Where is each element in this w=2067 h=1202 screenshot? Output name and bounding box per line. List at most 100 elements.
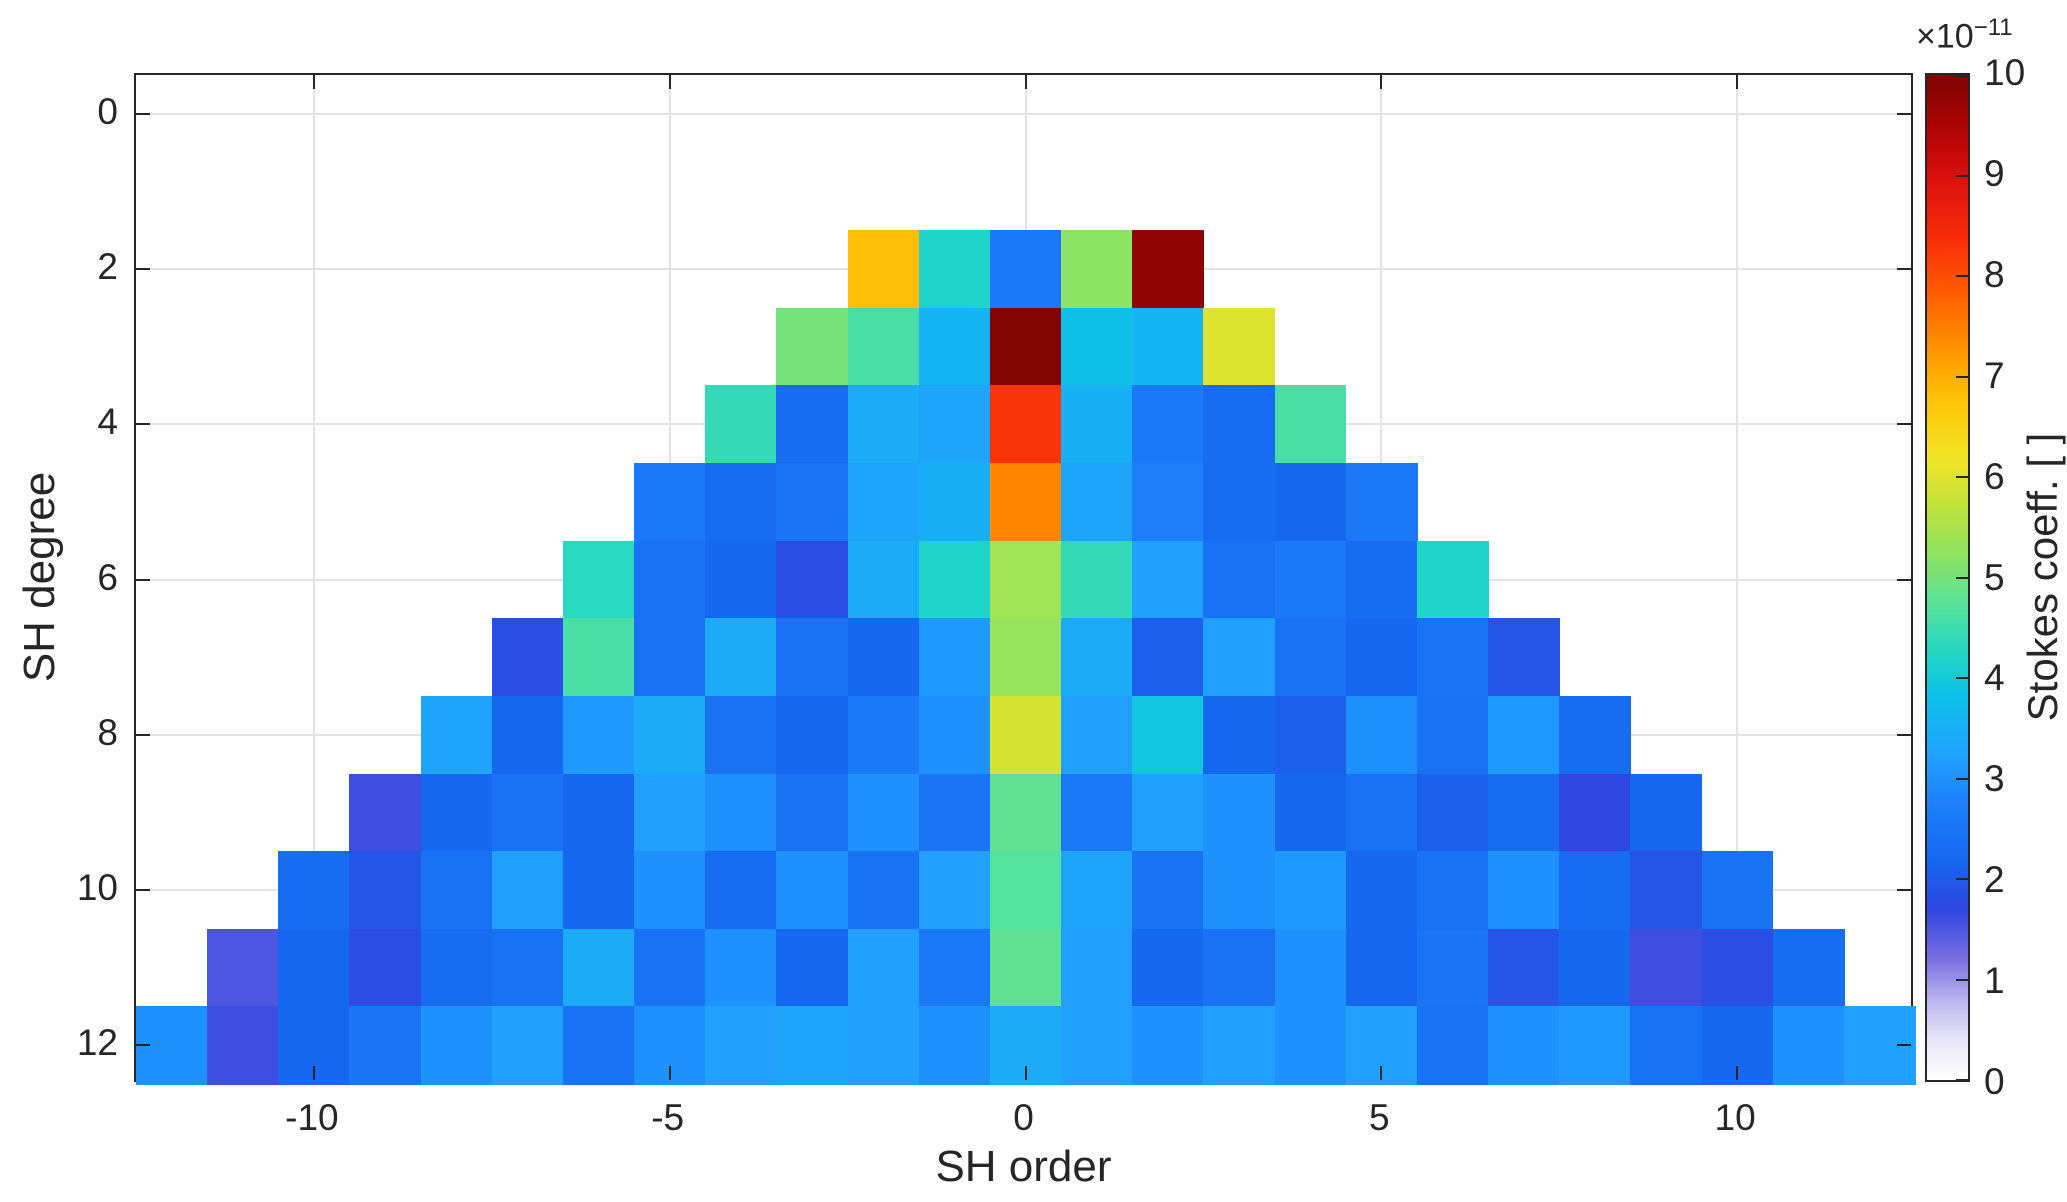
colorbar-tick-label: 0 <box>1984 1061 2005 1102</box>
heatmap-cell <box>989 773 1062 852</box>
heatmap-cell <box>1203 540 1276 619</box>
grid-line-horizontal <box>136 112 1911 115</box>
heatmap-cell <box>207 928 280 1008</box>
heatmap-cell <box>1345 463 1418 542</box>
heatmap-cell <box>1488 618 1560 697</box>
y-axis-label: SH degree <box>15 471 64 683</box>
y-tick-label: 0 <box>97 90 118 132</box>
heatmap-cell <box>1559 928 1632 1008</box>
x-tick-mark <box>1380 1066 1383 1080</box>
heatmap-cell <box>634 773 706 852</box>
y-tick-mark <box>136 578 150 581</box>
heatmap-cell <box>1203 928 1276 1008</box>
heatmap-cell <box>491 1006 564 1085</box>
heatmap-cell <box>278 928 351 1008</box>
heatmap-cell <box>1488 1006 1560 1085</box>
x-tick-mark <box>1024 75 1027 89</box>
heatmap-cell <box>776 618 849 697</box>
y-tick-mark <box>136 888 150 891</box>
x-tick-label: 10 <box>1714 1097 1756 1138</box>
heatmap-cell <box>776 695 849 775</box>
heatmap-cell <box>1061 773 1133 852</box>
y-tick-label: 8 <box>97 711 118 753</box>
heatmap-cell <box>1061 928 1133 1008</box>
heatmap-cell <box>1559 695 1632 775</box>
heatmap-cell <box>491 928 564 1008</box>
heatmap-cell <box>918 230 991 309</box>
heatmap-cell <box>1203 618 1276 697</box>
heatmap-cell <box>1061 1006 1133 1085</box>
x-tick-mark <box>312 75 315 89</box>
heatmap-cell <box>1559 851 1632 930</box>
x-tick-mark <box>668 75 671 89</box>
heatmap-cell <box>776 1006 849 1085</box>
x-tick-label: -10 <box>285 1097 339 1138</box>
heatmap-cell <box>1274 618 1347 697</box>
heatmap-cell <box>420 695 493 775</box>
heatmap-cell <box>491 618 564 697</box>
y-tick-mark <box>1897 733 1911 736</box>
heatmap-cell <box>562 695 635 775</box>
heatmap-cell <box>989 695 1062 775</box>
heatmap-cell <box>1274 540 1347 619</box>
colorbar-exponent-base: ×10 <box>1916 17 1974 56</box>
y-tick-mark <box>1897 1044 1911 1047</box>
colorbar-tick-label: 10 <box>1984 52 2026 93</box>
heatmap-cell <box>1061 385 1133 464</box>
heatmap-cell <box>634 928 706 1008</box>
colorbar-tick-mark <box>1956 275 1968 277</box>
heatmap-cell <box>1132 773 1205 852</box>
colorbar-tick-label: 2 <box>1984 859 2005 901</box>
heatmap-cell <box>278 851 351 930</box>
heatmap-cell <box>776 307 849 387</box>
heatmap-cell <box>847 230 920 309</box>
heatmap-cell <box>918 307 991 387</box>
x-axis-label: SH order <box>935 1142 1112 1191</box>
colorbar <box>1925 73 1970 1082</box>
x-tick-mark <box>1024 1066 1027 1080</box>
heatmap-cell <box>562 928 635 1008</box>
heatmap-cell <box>1132 307 1205 387</box>
heatmap-cell <box>491 773 564 852</box>
heatmap-cell <box>1203 773 1276 852</box>
heatmap-cell <box>1132 851 1205 930</box>
heatmap-cell <box>989 618 1062 697</box>
heatmap-cell <box>1416 618 1489 697</box>
heatmap-cell <box>989 540 1062 619</box>
heatmap-cell <box>634 695 706 775</box>
heatmap-cell <box>705 618 778 697</box>
heatmap-cell <box>562 1006 635 1085</box>
y-tick-mark <box>136 423 150 426</box>
y-tick-label: 2 <box>97 246 118 288</box>
y-tick-mark <box>1897 112 1911 115</box>
heatmap-cell <box>1488 695 1560 775</box>
heatmap-cell <box>1061 463 1133 542</box>
heatmap-cell <box>705 463 778 542</box>
heatmap-cell <box>847 773 920 852</box>
heatmap-cell <box>1274 385 1347 464</box>
heatmap-cell <box>705 385 778 464</box>
heatmap-cell <box>705 773 778 852</box>
heatmap-cell <box>1132 618 1205 697</box>
x-tick-mark <box>1736 75 1739 89</box>
x-tick-mark <box>1736 1066 1739 1080</box>
heatmap-cell <box>989 851 1062 930</box>
heatmap-cell <box>1416 928 1489 1008</box>
heatmap-cell <box>349 773 422 852</box>
colorbar-tick-mark <box>1956 878 1968 880</box>
heatmap-cell <box>705 695 778 775</box>
heatmap-cell <box>1416 1006 1489 1085</box>
heatmap-cell <box>918 540 991 619</box>
y-tick-mark <box>136 1044 150 1047</box>
colorbar-tick-label: 9 <box>1984 152 2005 194</box>
heatmap-cell <box>847 307 920 387</box>
heatmap-cell <box>1132 385 1205 464</box>
heatmap-cell <box>989 230 1062 309</box>
x-tick-label: 5 <box>1369 1097 1390 1138</box>
heatmap-cell <box>1132 540 1205 619</box>
heatmap-cell <box>918 928 991 1008</box>
y-tick-mark <box>1897 423 1911 426</box>
colorbar-exponent: ×10−11 <box>1916 14 2013 56</box>
heatmap-cell <box>1488 928 1560 1008</box>
